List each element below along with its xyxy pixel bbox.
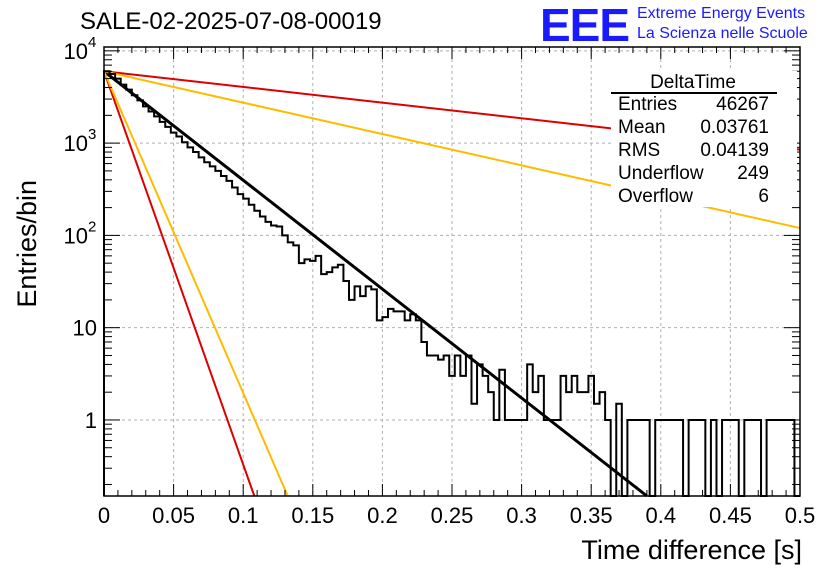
x-tick-labels: 0 0.05 0.1 0.15 0.2 0.25 0.3 0.35 0.4 0.45 0.5 bbox=[98, 503, 815, 528]
y-tick-exponent: 3 bbox=[88, 126, 96, 143]
y-tick-label: 10 bbox=[73, 316, 97, 341]
logo-subtitle-2: La Scienza nelle Scuole bbox=[637, 25, 808, 42]
x-tick-label: 0.35 bbox=[570, 503, 613, 528]
x-tick-label: 0.4 bbox=[646, 503, 677, 528]
stats-value: 46267 bbox=[716, 94, 769, 115]
x-tick-label: 0.3 bbox=[506, 503, 537, 528]
stats-value: 0.03761 bbox=[700, 117, 769, 138]
y-axis-label: Entries/bin bbox=[12, 180, 42, 308]
fit-line-orange bbox=[103, 70, 289, 497]
fit-line-red bbox=[103, 70, 256, 497]
x-tick-label: 0.15 bbox=[291, 503, 334, 528]
stats-name: DeltaTime bbox=[650, 72, 736, 93]
x-tick-label: 0.25 bbox=[431, 503, 474, 528]
logo-mark: EEE bbox=[540, 0, 630, 51]
axis-ticks bbox=[103, 47, 801, 496]
y-tick-label: 1 bbox=[85, 408, 97, 433]
y-tick-exponent: 4 bbox=[88, 34, 96, 51]
x-tick-label: 0.05 bbox=[152, 503, 195, 528]
logo-subtitle-1: Extreme Energy Events bbox=[637, 5, 806, 22]
y-tick-label: 10 bbox=[64, 39, 88, 64]
stats-label: Underflow bbox=[618, 163, 704, 184]
stats-value: 0.04139 bbox=[700, 140, 769, 161]
y-tick-exponent: 2 bbox=[88, 218, 96, 235]
x-tick-label: 0.1 bbox=[228, 503, 259, 528]
stats-label: RMS bbox=[618, 140, 660, 161]
histogram-steps bbox=[103, 70, 800, 497]
stats-label: Entries bbox=[618, 94, 677, 115]
stats-value: 6 bbox=[758, 186, 769, 207]
fit-line-black bbox=[103, 70, 648, 498]
stats-value: 249 bbox=[737, 163, 769, 184]
x-tick-label: 0.5 bbox=[785, 503, 816, 528]
eee-logo: EEE Extreme Energy Events La Scienza nel… bbox=[540, 0, 830, 51]
stats-label: Mean bbox=[618, 117, 666, 138]
x-tick-label: 0.2 bbox=[367, 503, 398, 528]
chart-title: SALE-02-2025-07-08-00019 bbox=[80, 8, 382, 35]
x-axis-label: Time difference [s] bbox=[581, 535, 802, 565]
y-tick-label: 10 bbox=[64, 131, 88, 156]
y-tick-label: 10 bbox=[64, 223, 88, 248]
stats-label: Overflow bbox=[618, 186, 693, 207]
x-tick-label: 0 bbox=[98, 503, 110, 528]
stats-box: DeltaTime Entries 46267 Mean 0.03761 RMS 0.04… bbox=[611, 71, 797, 207]
x-tick-label: 0.45 bbox=[709, 503, 752, 528]
